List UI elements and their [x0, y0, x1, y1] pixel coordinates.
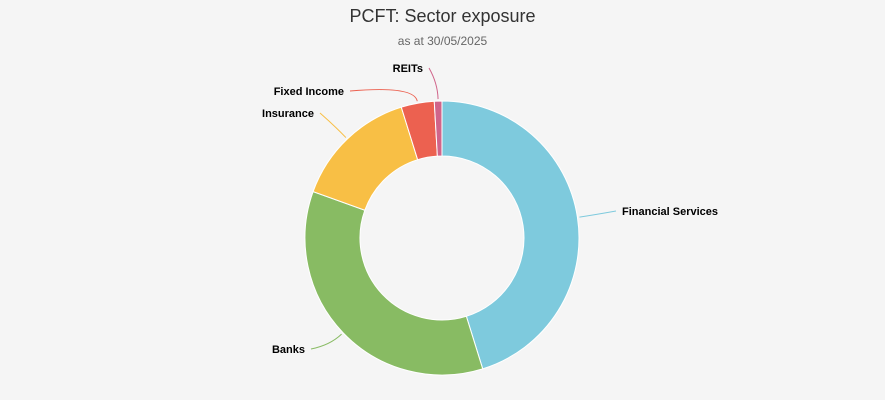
- chart-subtitle: as at 30/05/2025: [397, 34, 488, 48]
- label-reits: REITs: [393, 63, 423, 75]
- slice-reits[interactable]: [433, 100, 443, 157]
- connector-insurance: [319, 112, 347, 138]
- connector-financial-services: [579, 210, 617, 218]
- label-financial-services: Financial Services: [622, 206, 718, 218]
- chart-title: PCFT: Sector exposure: [349, 6, 536, 26]
- connector-reits: [428, 67, 439, 100]
- slice-financial-services[interactable]: [441, 100, 580, 370]
- slice-banks[interactable]: [304, 190, 484, 376]
- label-fixed-income: Fixed Income: [274, 86, 344, 98]
- slice-insurance[interactable]: [312, 106, 419, 211]
- label-insurance: Insurance: [262, 108, 314, 120]
- connector-banks: [310, 333, 342, 350]
- connector-fixed-income: [349, 89, 418, 102]
- label-banks: Banks: [272, 344, 305, 356]
